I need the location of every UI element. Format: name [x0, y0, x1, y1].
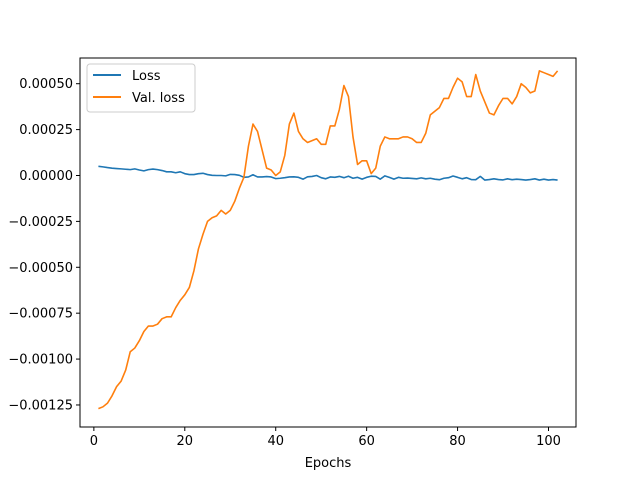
y-tick-label: −0.00100: [8, 353, 73, 368]
series-line-val-loss: [98, 70, 559, 410]
ticks-layer: 0 20 40 60 80 100 −0.00125 −0.00100 −0.00075 −0.0…: [8, 77, 561, 449]
y-tick-label: −0.00125: [8, 398, 73, 413]
x-tick-label: 100: [536, 434, 561, 449]
x-tick-label: 60: [358, 434, 375, 449]
series-layer: [98, 70, 559, 410]
x-tick-label: 40: [267, 434, 284, 449]
y-tick-label: −0.00075: [8, 307, 73, 322]
series-line-loss: [98, 165, 558, 181]
y-tick-label: 0.00050: [19, 77, 73, 92]
x-tick-label: 0: [90, 434, 98, 449]
y-tick-label: −0.00025: [8, 215, 73, 230]
x-tick-label: 20: [177, 434, 194, 449]
legend-label-val-loss: Val. loss: [132, 91, 185, 106]
x-tick-label: 80: [449, 434, 466, 449]
x-axis-label: Epochs: [305, 456, 352, 471]
y-tick-label: 0.00025: [19, 123, 73, 138]
legend: Loss Val. loss: [86, 63, 196, 113]
y-tick-label: −0.00050: [8, 261, 73, 276]
axes-frame: [79, 57, 577, 428]
y-tick-label: 0.00000: [19, 169, 73, 184]
legend-label-loss: Loss: [132, 69, 161, 84]
